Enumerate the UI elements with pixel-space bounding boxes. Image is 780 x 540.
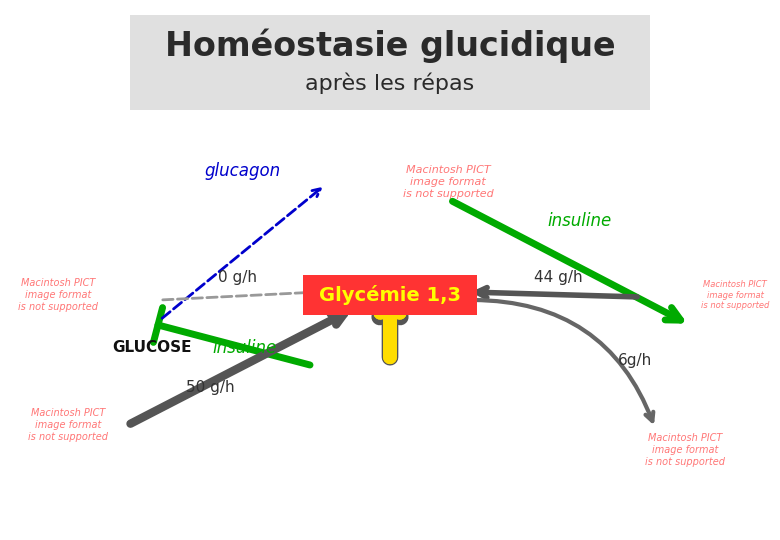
Text: Macintosh PICT
image format
is not supported: Macintosh PICT image format is not suppo…: [402, 165, 494, 199]
Text: insuline: insuline: [548, 212, 612, 230]
FancyBboxPatch shape: [303, 275, 477, 315]
Text: 0 g/h: 0 g/h: [218, 270, 257, 285]
Text: 6g/h: 6g/h: [618, 353, 652, 368]
Text: Macintosh PICT
image format
is not supported: Macintosh PICT image format is not suppo…: [18, 279, 98, 312]
Text: Macintosh PICT
image format
is not supported: Macintosh PICT image format is not suppo…: [700, 280, 769, 310]
Text: 44 g/h: 44 g/h: [534, 270, 583, 285]
Text: Macintosh PICT
image format
is not supported: Macintosh PICT image format is not suppo…: [645, 434, 725, 467]
Text: Glycémie 1,3: Glycémie 1,3: [319, 285, 461, 305]
Text: glucagon: glucagon: [205, 162, 281, 180]
FancyBboxPatch shape: [130, 15, 650, 110]
Text: insuline: insuline: [213, 339, 277, 357]
Text: après les répas: après les répas: [306, 73, 474, 94]
Text: Macintosh PICT
image format
is not supported: Macintosh PICT image format is not suppo…: [28, 408, 108, 442]
Text: Homéostasie glucidique: Homéostasie glucidique: [165, 28, 615, 63]
Text: GLUCOSE: GLUCOSE: [112, 341, 192, 355]
Text: 50 g/h: 50 g/h: [186, 380, 234, 395]
